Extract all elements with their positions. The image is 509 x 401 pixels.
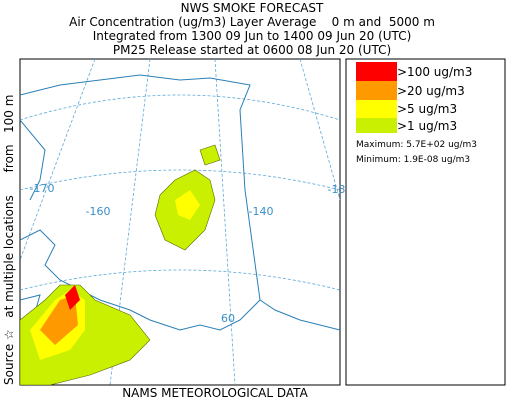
smoke-plume [65,285,80,310]
legend: >100 ug/m3 >20 ug/m3 >5 ug/m3 >1 ug/m3 M… [345,58,506,386]
map: -170 -160 -140 -130 60 [19,58,352,386]
legend-swatch [356,100,397,118]
legend-maximum: Maximum: 5.7E+02 ug/m3 [356,140,477,150]
legend-swatch [356,118,397,133]
coastline [20,74,340,341]
map-label: -140 [249,205,274,218]
legend-label: >20 ug/m3 [397,84,465,98]
legend-label: >100 ug/m3 [397,65,472,79]
subtitle: Integrated from 1300 09 Jun to 1400 09 J… [93,29,412,43]
legend-label: >1 ug/m3 [397,119,457,133]
side-label: Source ☆ at multiple locations from 100 … [2,95,16,385]
legend-swatch [356,81,397,100]
legend-minimum: Minimum: 1.9E-08 ug/m3 [356,155,470,165]
map-label: -170 [30,182,55,195]
map-label: -160 [86,205,111,218]
legend-label: >5 ug/m3 [397,102,457,116]
title: NWS SMOKE FORECAST [181,1,324,15]
subtitle: PM25 Release started at 0600 08 Jun 20 (… [113,43,391,57]
latitude-line [20,94,340,291]
subtitle: Air Concentration (ug/m3) Layer Average … [69,15,435,29]
longitude-line [20,59,340,385]
footer: NAMS METEOROLOGICAL DATA [122,386,308,400]
smoke-plume [175,190,200,220]
smoke-plume [40,295,78,345]
legend-swatch [356,62,397,81]
map-label: 60 [221,312,235,325]
